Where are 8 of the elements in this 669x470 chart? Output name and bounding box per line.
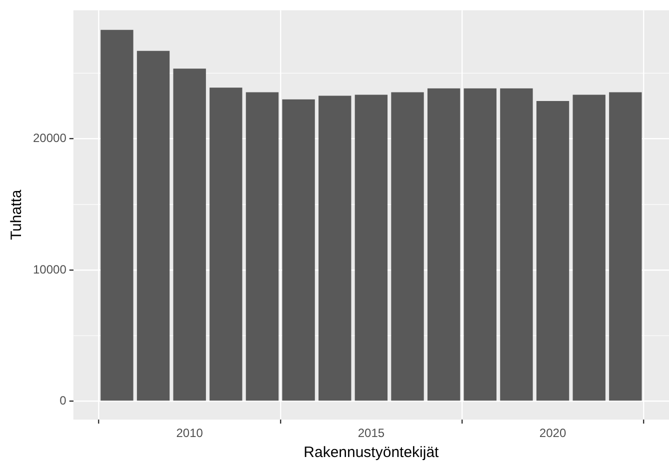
- x-tick-label: 2020: [539, 426, 566, 440]
- y-tick-label: 0: [60, 394, 67, 408]
- y-tick-label: 10000: [32, 262, 67, 276]
- x-tick-label: 2010: [176, 426, 204, 440]
- y-tick-label: 20000: [32, 131, 67, 146]
- x-tick-label: 2015: [358, 426, 385, 440]
- y-axis-title: Tuhatta: [8, 189, 26, 240]
- x-axis-title: Rakennustyöntekijät: [304, 444, 440, 462]
